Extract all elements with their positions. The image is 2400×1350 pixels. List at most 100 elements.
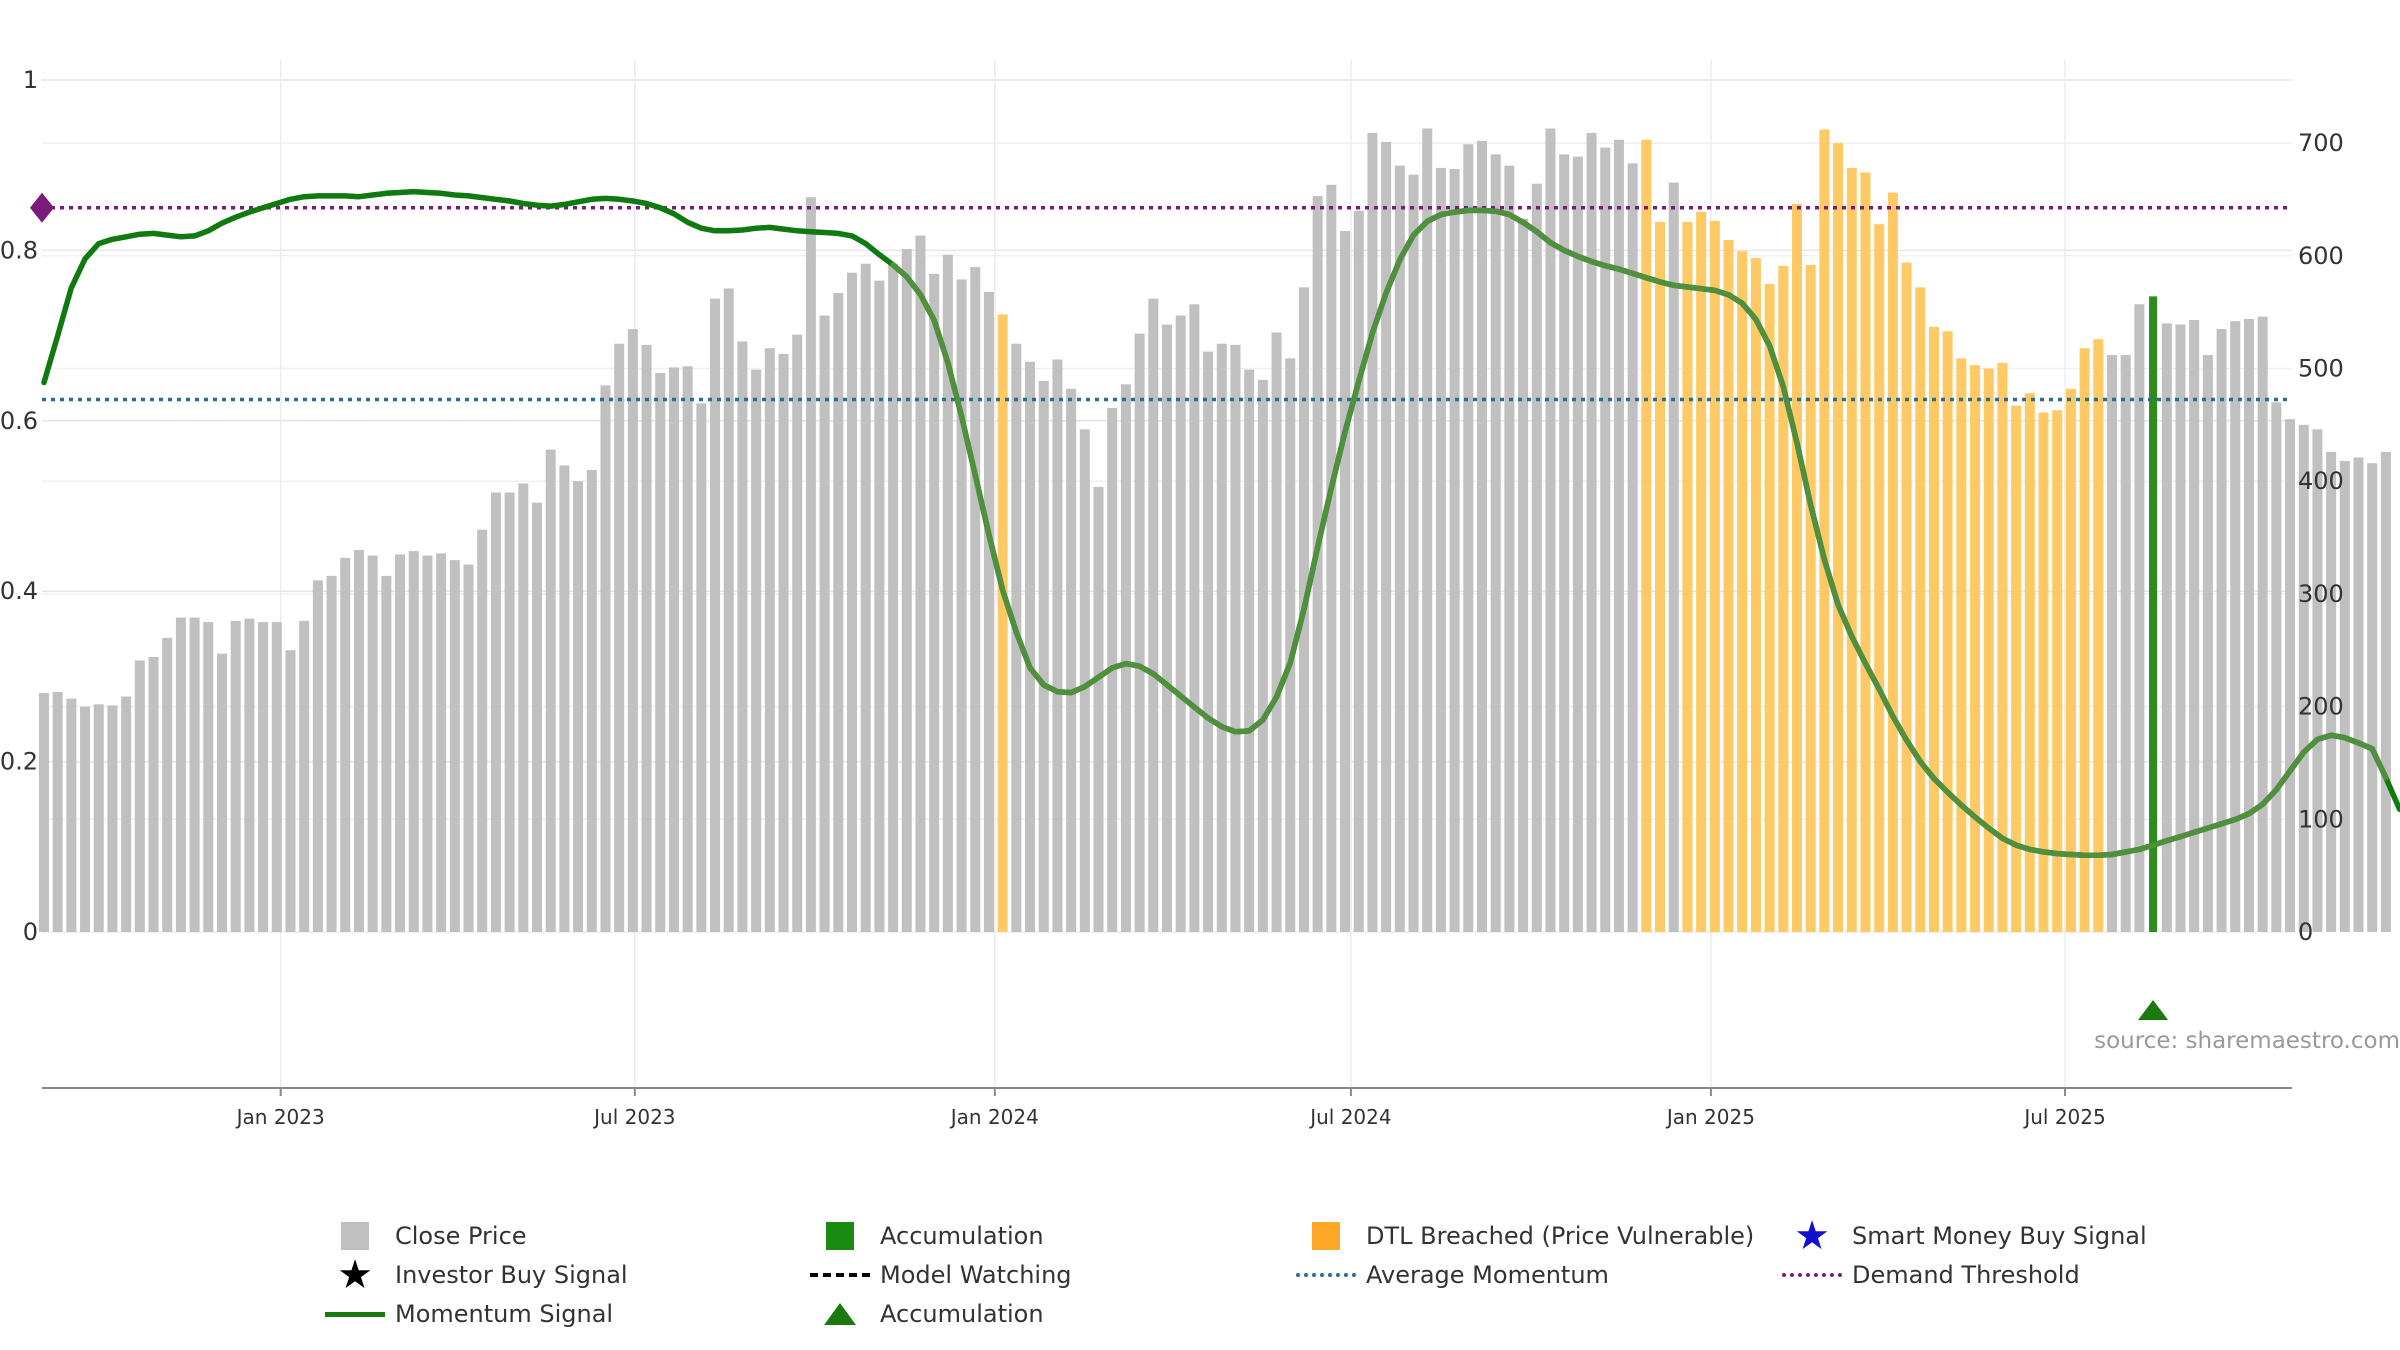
y-left-tick-label: 1	[23, 66, 38, 94]
dtl-breached-bar	[1750, 258, 1761, 933]
dtl-breached-bar	[1833, 143, 1844, 933]
close-price-bar	[627, 329, 638, 933]
close-price-bar	[641, 344, 652, 932]
dtl-breached-bar	[1805, 264, 1816, 932]
close-price-bar	[929, 273, 940, 932]
momentum-signal-segment	[890, 207, 2389, 859]
dtl-breached-bar	[2024, 393, 2035, 932]
close-price-bar	[1463, 144, 1474, 932]
y-left-tick-label: 0.2	[0, 748, 38, 776]
y-right-tick-label: 700	[2298, 129, 2344, 157]
close-price-bar	[942, 254, 953, 932]
close-price-bar	[1025, 361, 1036, 932]
close-price-bar	[2257, 316, 2268, 933]
close-price-bar	[1394, 165, 1405, 933]
bars	[38, 128, 2391, 933]
dtl-breached-bar	[1887, 192, 1898, 932]
close-price-bar	[710, 298, 721, 933]
close-price-bar	[326, 575, 337, 932]
dtl-breached-bar	[2065, 388, 2076, 932]
x-tick-label: Jul 2023	[592, 1105, 675, 1129]
y-right-tick-label: 0	[2298, 918, 2313, 946]
close-price-bar	[532, 502, 542, 932]
close-price-bar	[2271, 402, 2282, 932]
close-price-bar	[586, 469, 597, 932]
close-price-bar	[1079, 429, 1090, 932]
y-right-tick-label: 100	[2298, 805, 2344, 833]
y-right-tick-label: 600	[2298, 242, 2344, 270]
momentum-signal-group	[41, 188, 2400, 859]
close-price-bar	[2120, 354, 2131, 932]
dtl-breached-bar	[997, 314, 1008, 932]
close-price-bar	[764, 348, 775, 932]
close-price-bar	[1559, 154, 1570, 932]
close-price-bar	[915, 235, 926, 932]
dtl-breached-bar	[1942, 331, 1953, 932]
demand-threshold-marker-icon	[30, 192, 54, 223]
close-price-bar	[2312, 429, 2323, 932]
close-price-bar	[1340, 231, 1351, 932]
dtl-breached-bar	[1901, 262, 1912, 933]
dtl-breached-bar	[1723, 240, 1734, 933]
close-price-bar	[2230, 321, 2241, 933]
close-price-bar	[983, 291, 994, 932]
dtl-breached-bar	[1915, 287, 1926, 932]
close-price-bar	[271, 622, 282, 932]
close-price-bar	[833, 293, 844, 932]
close-price-bar	[1381, 141, 1392, 932]
close-price-bar	[449, 560, 460, 932]
dtl-breached-bar	[2038, 412, 2049, 932]
close-price-bar	[1052, 359, 1063, 932]
close-price-bar	[312, 580, 323, 932]
close-price-bar	[175, 617, 186, 932]
close-price-bar	[230, 620, 241, 932]
close-price-bar	[395, 554, 406, 932]
close-price-bar	[2202, 354, 2213, 932]
y-right-tick-label: 400	[2298, 467, 2344, 495]
close-price-bar	[1572, 156, 1583, 933]
close-price-bar	[2175, 324, 2186, 932]
close-price-bar	[1120, 384, 1131, 932]
close-price-bar	[2367, 463, 2378, 932]
dtl-breached-bar	[1737, 251, 1748, 933]
close-price-bar	[52, 691, 63, 932]
dtl-breached-bar	[1641, 139, 1652, 932]
dtl-breached-bar	[1846, 167, 1857, 932]
close-price-bar	[1422, 128, 1433, 932]
close-price-bar	[1600, 147, 1611, 933]
close-price-bar	[559, 465, 570, 932]
x-tick-label: Jul 2025	[2022, 1105, 2105, 1129]
dtl-breached-bar	[1709, 220, 1720, 932]
close-price-bar	[1477, 140, 1487, 932]
close-price-bar	[2353, 457, 2364, 932]
close-price-bar	[1449, 169, 1460, 933]
close-price-bar	[1435, 167, 1446, 932]
close-price-bar	[1490, 154, 1501, 932]
reference-lines	[30, 192, 2292, 402]
close-price-bar	[1545, 128, 1556, 932]
close-price-bar	[80, 706, 91, 932]
close-price-bar	[2216, 329, 2227, 933]
y-right-tick-label: 200	[2298, 693, 2344, 721]
close-price-bar	[1586, 132, 1597, 932]
close-price-bar	[2243, 318, 2254, 932]
close-price-bar	[778, 353, 789, 932]
close-price-bar	[1312, 196, 1323, 933]
accumulation-triangle-icon	[2138, 1000, 2169, 1020]
x-tick-label: Jan 2025	[1665, 1105, 1755, 1129]
close-price-bar	[408, 551, 419, 932]
close-price-bar	[2380, 451, 2391, 932]
x-tick-label: Jan 2024	[949, 1105, 1039, 1129]
close-price-bar	[860, 263, 871, 932]
close-price-bar	[573, 481, 584, 932]
close-price-bar	[477, 529, 488, 932]
close-price-bar	[2189, 320, 2200, 932]
dtl-breached-bar	[1778, 265, 1789, 932]
close-price-bar	[1230, 344, 1241, 932]
close-price-bar	[518, 483, 529, 932]
close-price-bar	[148, 657, 159, 932]
close-price-bar	[737, 341, 748, 932]
close-price-bar	[1408, 174, 1419, 932]
close-price-bar	[189, 617, 200, 932]
dtl-breached-bar	[1956, 358, 1967, 932]
